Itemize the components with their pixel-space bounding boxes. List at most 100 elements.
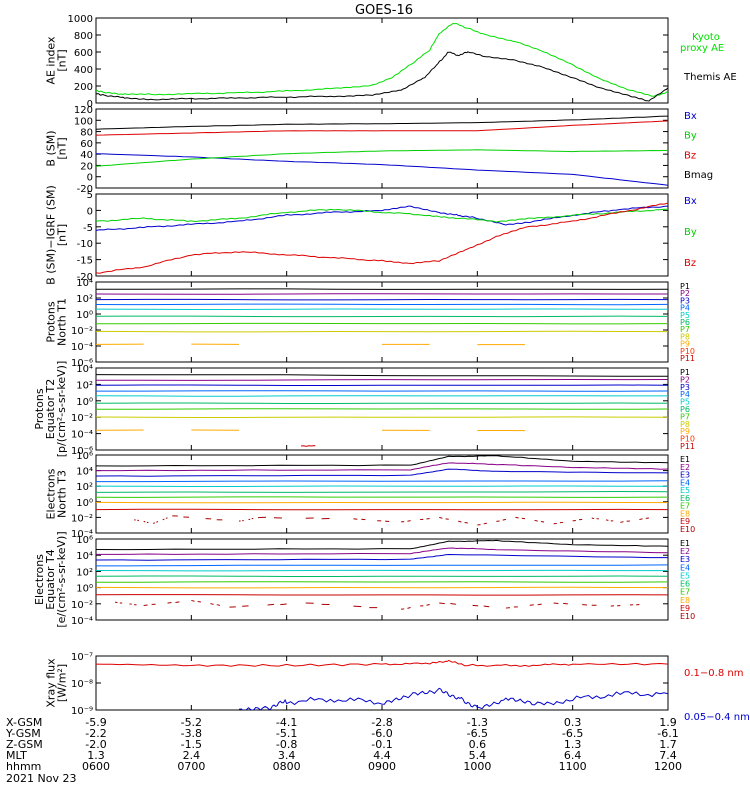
series-line-p7 [96, 408, 668, 410]
footer-row-label: hhmm [6, 760, 41, 773]
legend-entry: Kyoto proxy AE [680, 32, 724, 54]
y-tick-label: 10² [76, 482, 93, 493]
y-tick-label: 0 [87, 173, 93, 184]
series-group [96, 115, 668, 186]
y-axis-label: [nT] [56, 224, 69, 246]
series-group [96, 202, 668, 274]
series-line-e10 [210, 603, 214, 605]
y-tick-label: 10⁶ [76, 451, 93, 462]
y-tick-label: -10 [77, 239, 93, 250]
legend-entry: E2 [680, 463, 690, 472]
legend-entry: P10 [680, 347, 695, 356]
legend-entry: 0.1−0.8 nm [684, 668, 743, 679]
footer-value: -5.1 [276, 727, 297, 740]
y-tick-label: 10⁻⁸ [71, 679, 93, 690]
y-axis-label: Protons [45, 301, 58, 342]
series-line-e10 [529, 604, 534, 606]
footer-value: 1100 [559, 760, 587, 773]
y-tick-label: 10⁴ [76, 467, 93, 478]
legend-entry: E10 [680, 612, 695, 621]
y-tick-label: 10² [76, 380, 93, 391]
footer-value: -2.8 [371, 716, 392, 729]
series-line-e2 [96, 547, 668, 555]
footer-value: -5.9 [85, 716, 106, 729]
legend-entry: P8 [680, 420, 690, 429]
series-group [96, 22, 668, 102]
series-line-by [96, 208, 668, 223]
footer-value: 7.4 [659, 749, 677, 762]
y-tick-label: 40 [80, 150, 93, 161]
y-tick-label: 10⁻⁶ [71, 446, 93, 457]
footer-value: 2.4 [183, 749, 201, 762]
series-line-0-1-0-8-nm [96, 659, 668, 667]
series-line-bz [96, 120, 668, 136]
y-tick-label: 10⁴ [76, 278, 93, 289]
legend-entry: P11 [680, 354, 695, 363]
footer-value: 0.3 [564, 716, 582, 729]
legend-entry: P3 [680, 383, 690, 392]
series-line-e10 [167, 602, 172, 604]
series-line-e9 [96, 508, 668, 511]
series-line-e10 [639, 518, 643, 521]
y-tick-label: 200 [74, 82, 93, 93]
legend-entry: P11 [680, 442, 695, 451]
series-line-e10 [450, 603, 456, 605]
footer-value: -6.0 [371, 727, 392, 740]
legend-entry: E4 [680, 478, 690, 487]
series-line-e8 [96, 586, 668, 589]
series-line-p5 [96, 308, 668, 310]
footer-value: 0600 [82, 760, 110, 773]
footer-value: 4.4 [373, 749, 391, 762]
y-tick-label: 80 [80, 128, 93, 139]
legend-entry: E8 [680, 596, 690, 605]
series-line-e4 [96, 564, 668, 567]
series-group [96, 374, 668, 447]
y-axis-label: Protons [33, 388, 46, 429]
y-tick-label: -5 [83, 223, 93, 234]
legend-entry: E1 [680, 539, 690, 548]
series-line-e10 [620, 521, 624, 523]
y-tick-label: 5 [87, 190, 93, 201]
legend-entry: E6 [680, 494, 690, 503]
legend-entry: E6 [680, 580, 690, 589]
series-group [96, 288, 668, 346]
legend-entry: P8 [680, 332, 690, 341]
footer-value: -6.5 [562, 727, 583, 740]
footer-value: -2.0 [85, 738, 106, 751]
series-line-e7 [96, 496, 668, 498]
y-axis-label: North T3 [56, 470, 69, 518]
y-tick-label: 10² [76, 294, 93, 305]
y-tick-label: 10⁻² [71, 600, 93, 611]
legend-entry: E3 [680, 471, 690, 480]
legend-entry: P10 [680, 435, 695, 444]
series-line-p2 [96, 378, 668, 381]
legend-entry: Bx [684, 196, 697, 207]
panel-1: 1000 800 600 400 200 0 AE index[nT] Kyoto proxy … [45, 14, 737, 110]
legend-entry: E5 [680, 486, 690, 495]
panel-legend: Bx By Bz Bmag [684, 111, 713, 181]
series-line-bx [96, 205, 668, 231]
series-line-e10 [515, 516, 519, 519]
panel-legend: Bx By Bz [684, 196, 697, 269]
y-tick-label: 10⁰ [76, 584, 93, 595]
series-line-p1 [96, 374, 668, 377]
footer-value: -0.1 [371, 738, 392, 751]
legend-entry: E5 [680, 571, 690, 580]
legend-entry: P5 [680, 311, 690, 320]
y-axis-label: [nT] [56, 137, 69, 159]
orbit-footer: X-GSM -5.9 -5.2 -4.1 -2.8 -1.3 0.3 1.9 Y-GSM -2.2… [5, 716, 682, 785]
footer-value: -1.3 [467, 716, 488, 729]
legend-entry: P1 [680, 368, 690, 377]
y-tick-label: 100 [74, 116, 93, 127]
series-line-e10 [502, 518, 507, 521]
series-line-p11 [300, 445, 316, 447]
legend-entry: P3 [680, 296, 690, 305]
y-tick-label: 20 [80, 161, 93, 172]
y-axis-label: Equator T4 [44, 549, 57, 609]
series-line-e10 [216, 604, 221, 606]
y-tick-label: 10⁰ [76, 397, 93, 408]
